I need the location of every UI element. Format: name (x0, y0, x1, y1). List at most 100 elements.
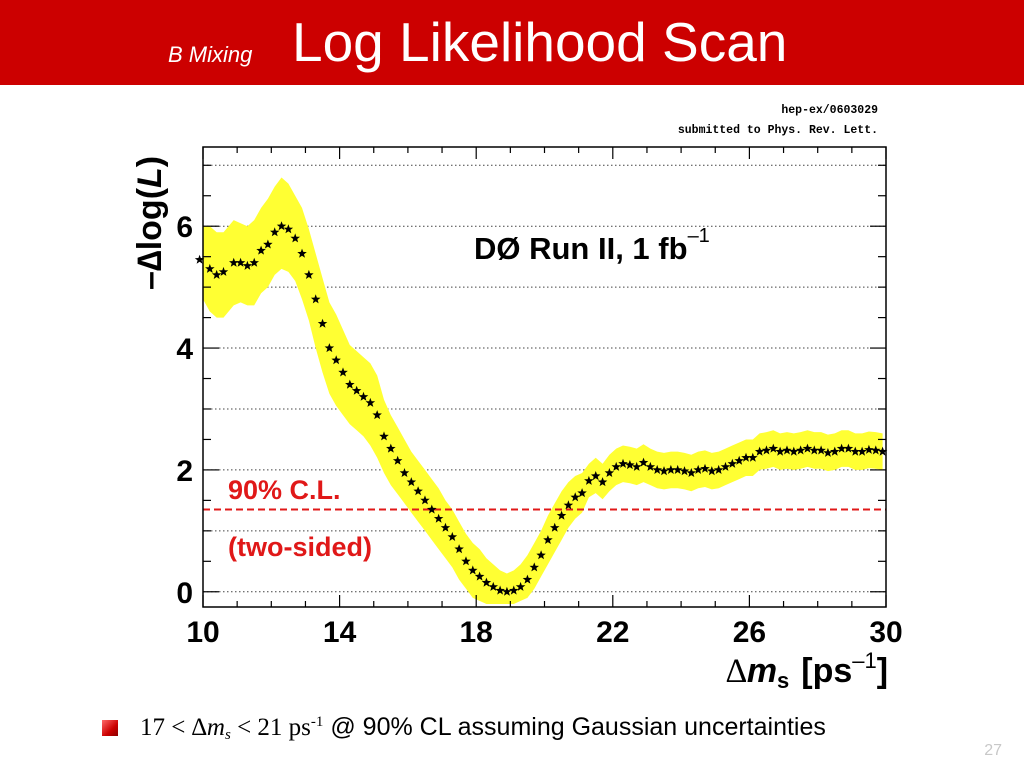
x-tick-label: 10 (186, 616, 219, 649)
data-point (577, 488, 587, 498)
x-tick-label: 14 (323, 616, 357, 649)
data-point (843, 443, 854, 453)
x-tick-label: 18 (460, 616, 493, 649)
data-point (474, 571, 485, 581)
data-point (379, 431, 389, 441)
likelihood-chart: hep-ex/0603029 submitted to Phys. Rev. L… (131, 104, 903, 693)
data-point (447, 531, 458, 541)
data-point (707, 466, 717, 476)
data-point (563, 500, 574, 510)
data-point (256, 245, 266, 255)
page-number: 27 (984, 742, 1002, 759)
data-point (666, 464, 676, 474)
data-point (454, 544, 464, 554)
reference-line-2: submitted to Phys. Rev. Lett. (678, 124, 878, 137)
data-point (218, 266, 229, 276)
x-tick-label: 22 (596, 616, 629, 649)
data-point (529, 562, 539, 572)
data-point (823, 447, 833, 457)
data-point (761, 445, 772, 455)
data-point (789, 446, 799, 456)
data-point (420, 495, 430, 505)
data-point (802, 443, 813, 453)
data-point (481, 577, 492, 587)
data-point (659, 466, 669, 476)
data-point (597, 477, 608, 487)
data-point (297, 248, 307, 258)
data-point (591, 471, 601, 481)
data-point (748, 452, 758, 462)
data-point (768, 443, 779, 453)
data-point (871, 445, 881, 455)
data-point (775, 446, 785, 456)
data-point (211, 269, 222, 279)
data-point (570, 492, 580, 502)
data-point (270, 227, 280, 237)
data-point (604, 468, 615, 477)
data-point (229, 257, 239, 267)
y-tick-labels: 0 2 4 6 (176, 211, 193, 610)
footer-result: 17 < ∆ms < 21 ps-1 @ 90% CL assuming Gau… (140, 713, 826, 743)
data-point (625, 460, 635, 470)
x-axis-label: ∆ms [ps–1] (726, 648, 888, 693)
data-point (304, 269, 314, 279)
slide-subtitle: B Mixing (168, 42, 253, 67)
data-point (276, 221, 287, 231)
uncertainty-band (203, 177, 883, 604)
data-point (830, 446, 840, 456)
data-point (242, 260, 253, 270)
data-point (631, 461, 642, 471)
data-point (645, 461, 656, 471)
data-point (365, 397, 376, 407)
data-point (618, 458, 628, 468)
slide-title: Log Likelihood Scan (292, 11, 788, 73)
data-point (317, 318, 328, 328)
data-point (686, 468, 697, 477)
data-point (727, 458, 738, 468)
data-point (440, 522, 451, 532)
data-point (693, 464, 703, 474)
data-point (543, 535, 553, 544)
data-point (816, 445, 826, 455)
x-tick-label: 26 (733, 616, 766, 649)
data-point (399, 468, 410, 477)
data-point (290, 233, 300, 243)
data-point (386, 443, 396, 453)
data-point (672, 464, 683, 474)
data-point (283, 224, 294, 234)
data-point (857, 446, 867, 456)
data-point (205, 263, 215, 273)
bullet-icon (102, 720, 118, 736)
data-point (522, 574, 533, 584)
likelihood-points (194, 221, 888, 596)
data-point (679, 466, 690, 476)
data-point (864, 444, 874, 454)
axis-ticks (202, 147, 887, 607)
data-point (713, 464, 724, 474)
data-point (754, 446, 765, 456)
data-point (406, 477, 417, 487)
data-point (433, 513, 444, 523)
data-point (720, 461, 731, 471)
data-point (509, 585, 519, 595)
x-tick-label: 30 (869, 616, 902, 649)
data-point (550, 522, 560, 532)
data-point (556, 510, 567, 520)
data-point (345, 379, 355, 389)
data-point (700, 463, 710, 473)
data-point (351, 385, 362, 395)
data-point (194, 254, 205, 264)
data-point (413, 486, 423, 496)
data-point (488, 581, 498, 591)
reference-line-1: hep-ex/0603029 (781, 104, 878, 117)
data-point (836, 443, 847, 453)
y-axis-label: –∆log(L) (131, 156, 169, 290)
data-point (515, 581, 526, 591)
data-point (652, 464, 662, 474)
run-annotation: DØ Run II, 1 fb–1 (474, 225, 710, 266)
data-point (584, 475, 594, 485)
data-point (427, 504, 437, 514)
data-point (795, 445, 806, 455)
data-point (331, 355, 341, 365)
data-point (338, 367, 348, 377)
